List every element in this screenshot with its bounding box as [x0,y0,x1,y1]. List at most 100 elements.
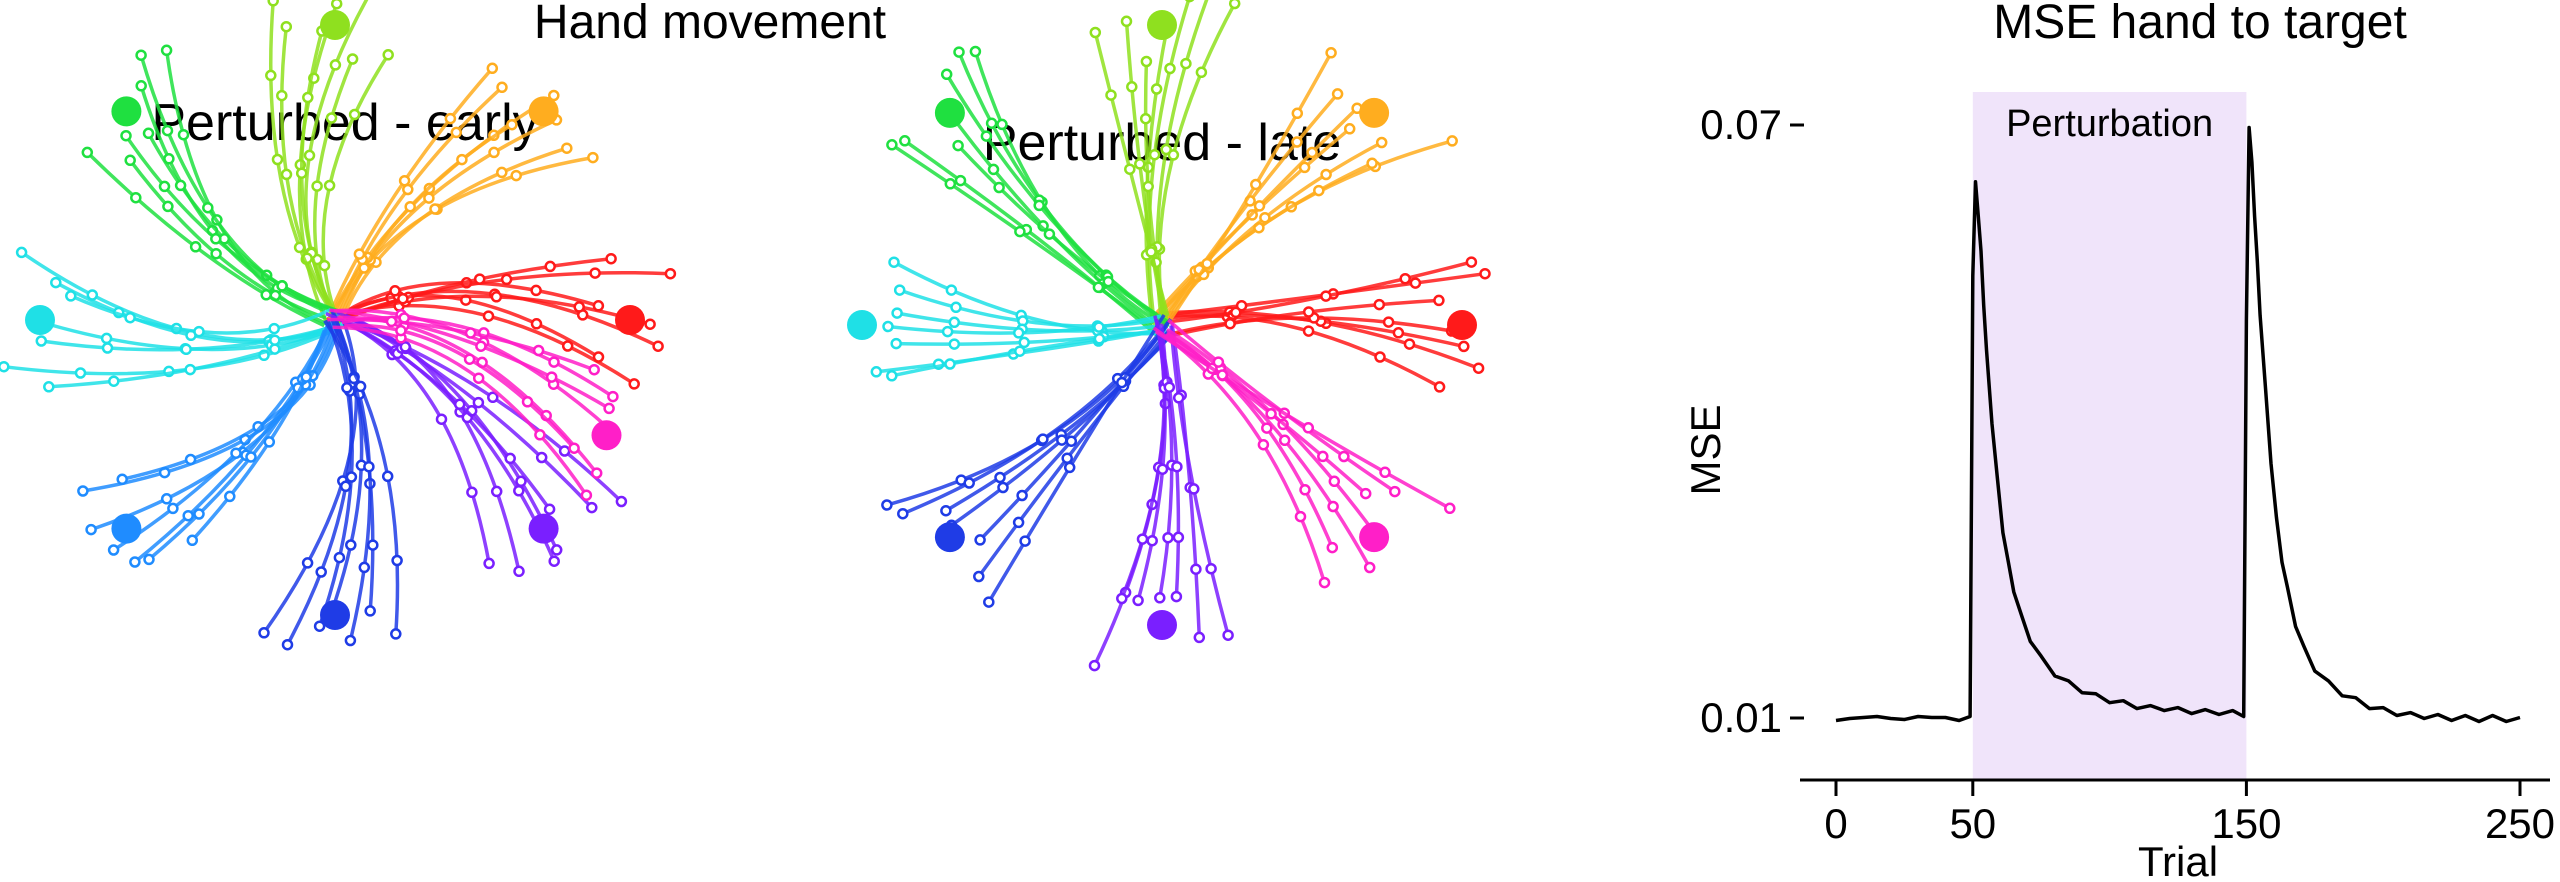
late-sample-point [1201,257,1213,270]
late-sample-point [1172,531,1185,544]
late-sample-point [1061,452,1073,464]
early-sample-point [496,81,508,94]
early-sample-point [592,351,605,363]
late-sample-point [1164,62,1176,75]
late-sample-point [1222,629,1234,641]
late-sample-point [1446,135,1458,147]
late-sample-point [944,178,957,190]
late-sample-point [882,320,894,333]
early-sample-point [513,485,525,497]
late-trajectory-0-5 [1170,271,1486,317]
late-sample-point [940,68,953,81]
early-sample-point [500,273,513,286]
early-sample-point [473,273,486,285]
late-sample-point [1320,290,1332,302]
late-sample-point [1089,26,1102,39]
late-sample-point [1257,438,1270,451]
late-sample-point [1224,317,1236,330]
late-target-7 [1359,522,1390,553]
early-target-5 [111,513,142,544]
late-sample-point [1170,590,1183,603]
late-sample-point [941,325,954,338]
early-sample-point [586,501,598,514]
early-sample-point [202,201,214,214]
early-sample-point [568,442,580,454]
early-sample-point [77,485,89,497]
early-sample-point [506,118,518,131]
early-sample-point [167,502,179,515]
early-sample-point [124,311,136,324]
early-sample-point [399,341,412,353]
early-trajectory-6-2 [317,319,354,627]
early-sample-point [456,153,468,166]
late-sample-point [1019,535,1031,547]
early-sample-point [281,638,294,651]
early-sample-point [160,44,173,57]
early-sample-point [464,327,477,339]
early-trajectory-8-0 [332,325,588,497]
early-trajectory-6-1 [285,317,354,646]
late-sample-point [997,481,1009,494]
late-trajectory-3-4 [956,144,1158,316]
early-sample-point [550,544,563,556]
late-sample-point [1306,146,1318,159]
early-trajectory-1-6 [328,67,494,315]
late-sample-point [1014,225,1026,238]
late-sample-point [973,570,985,583]
x-tick-label: 250 [2485,800,2555,847]
early-sample-point [561,340,574,352]
early-sample-point [472,372,485,384]
early-sample-point [135,80,147,92]
x-tick-label: 50 [1949,800,1996,847]
early-sample-point [354,380,367,393]
late-sample-point [1065,435,1078,447]
early-sample-point [544,260,556,273]
early-trajectory-6-5 [330,309,375,612]
early-sample-point [158,180,171,193]
late-sample-point [1291,136,1303,148]
early-sample-point [353,248,366,260]
early-sample-point [280,20,293,33]
early-sample-point [107,544,120,556]
early-sample-point [530,318,543,330]
late-sample-point [944,358,956,370]
early-trajectory-5-4 [133,311,341,564]
y-tick-label: 0.07 [1700,101,1782,148]
early-trajectory-3-5 [128,159,327,320]
late-sample-point [1037,433,1049,445]
early-sample-point [397,292,409,305]
early-trajectory-8-2 [344,323,576,450]
late-sample-point [953,46,965,58]
early-sample-point [101,342,114,354]
early-sample-point [325,112,338,124]
late-sample-point [1014,345,1026,357]
late-sample-point [1298,161,1311,174]
early-sample-point [258,627,270,639]
early-sample-point [276,280,288,292]
late-sample-point [1261,422,1273,434]
early-sample-point [664,267,677,280]
early-sample-point [358,561,371,574]
late-sample-point [1327,500,1339,513]
early-target-4 [25,305,55,335]
late-sample-point [1163,381,1176,393]
late-sample-point [1230,306,1242,319]
early-sample-point [300,371,312,383]
late-sample-point [1018,336,1030,349]
late-target-0 [1447,310,1477,340]
late-sample-point [1195,66,1208,79]
early-sample-point [0,360,10,373]
early-sample-point [116,473,128,486]
x-tick-label: 0 [1824,800,1847,847]
early-sample-point [444,112,457,125]
late-sample-point [1313,184,1325,197]
early-sample-point [404,200,416,213]
early-sample-point [161,124,174,137]
early-sample-point [615,495,628,508]
late-sample-point [1338,450,1350,463]
early-target-2 [320,10,350,40]
early-sample-point [510,169,522,182]
late-sample-point [1389,485,1401,498]
perturbation-region [1972,92,2247,780]
